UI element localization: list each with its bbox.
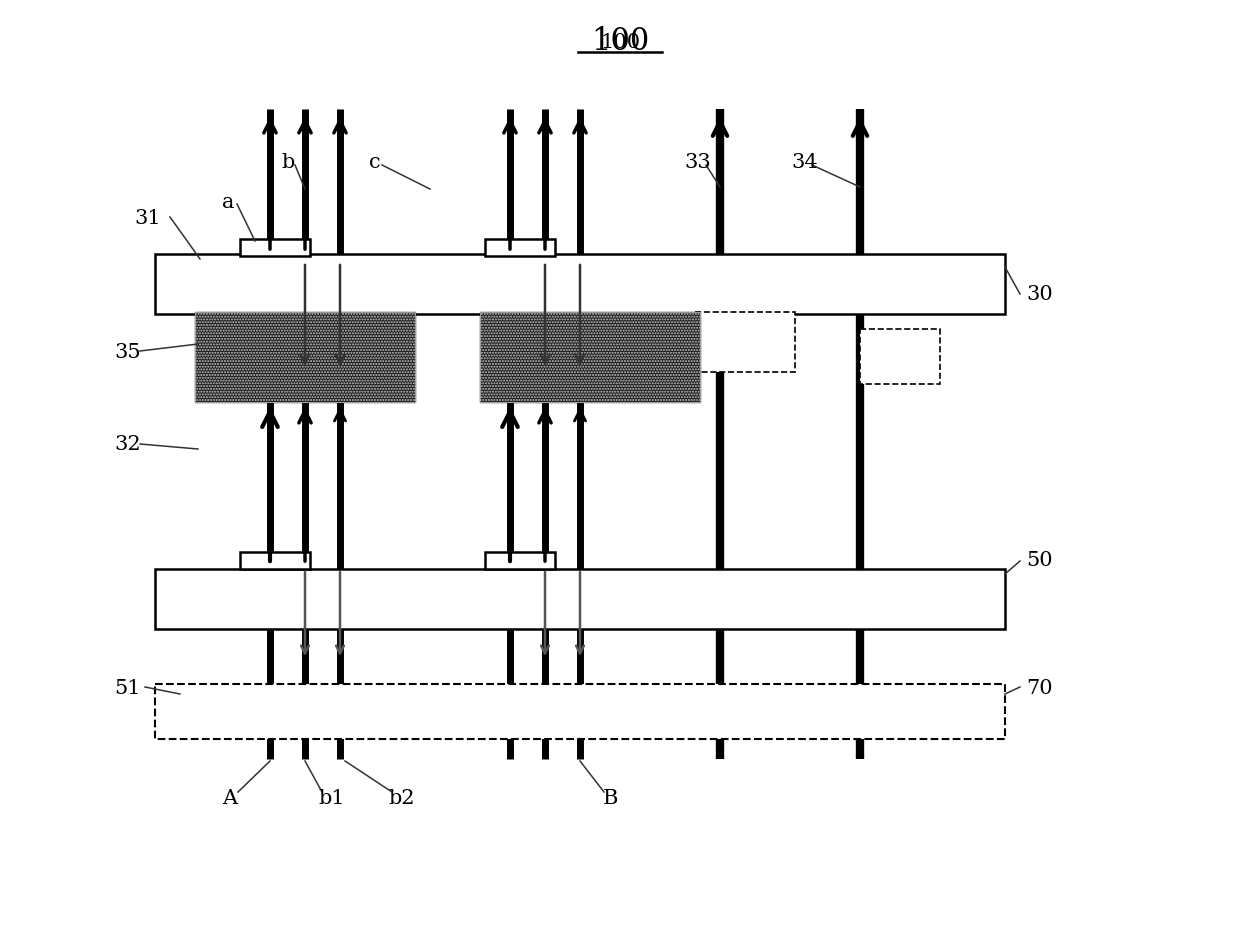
Text: b: b	[281, 152, 295, 171]
Text: b1: b1	[319, 787, 345, 806]
Bar	[480, 312, 701, 402]
Text: 50: 50	[1027, 550, 1053, 569]
Bar	[241, 552, 310, 569]
Text: 70: 70	[1027, 678, 1053, 697]
Text: 33: 33	[684, 152, 712, 171]
Bar	[195, 312, 415, 402]
Text: b2: b2	[389, 787, 415, 806]
Bar	[155, 255, 1004, 314]
Bar	[241, 240, 310, 257]
Text: 34: 34	[791, 152, 818, 171]
Bar	[480, 312, 701, 402]
Text: a: a	[222, 193, 234, 211]
Bar	[485, 240, 556, 257]
Bar	[155, 684, 1004, 739]
Text: 32: 32	[114, 435, 141, 454]
Bar	[861, 329, 940, 384]
Bar	[195, 312, 415, 402]
Bar	[155, 569, 1004, 630]
Text: A: A	[222, 787, 238, 806]
Text: 31: 31	[135, 209, 161, 228]
Bar	[694, 312, 795, 373]
Text: 51: 51	[114, 678, 141, 697]
Bar	[485, 552, 556, 569]
Text: 35: 35	[114, 342, 141, 362]
Text: 100: 100	[591, 26, 649, 58]
Text: c: c	[370, 152, 381, 171]
Text: B: B	[603, 787, 618, 806]
Text: 100: 100	[600, 32, 640, 51]
Text: 30: 30	[1027, 285, 1053, 304]
